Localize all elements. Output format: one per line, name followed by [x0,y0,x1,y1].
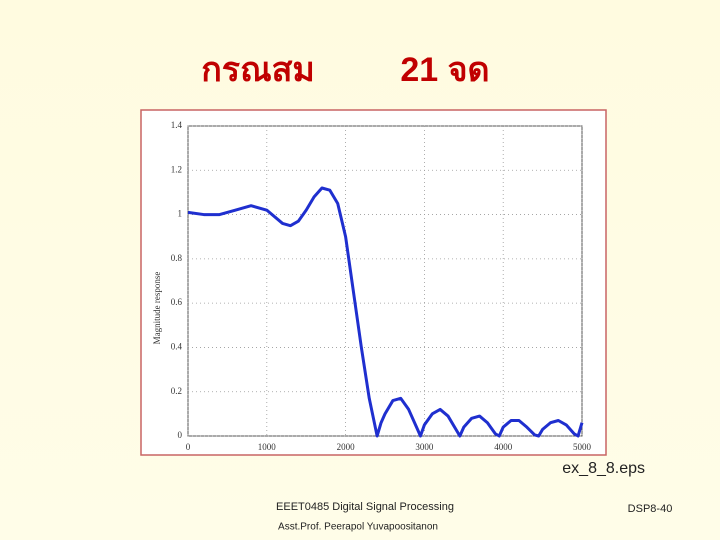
y-tick-label: 1.2 [171,164,182,174]
line [187,186,584,438]
y-tick-label: 1 [178,209,183,219]
x-tick-label: 5000 [573,442,592,452]
x-tick-label: 3000 [415,442,434,452]
title-right: 21 จด [400,51,489,89]
y-axis-label: Magnitude response [152,272,162,345]
y-tick-label: 0.2 [171,386,182,396]
chart-frame [140,109,607,456]
page-number: DSP8-40 [628,503,673,515]
x-tick-label: 0 [186,442,191,452]
x-tick-label: 2000 [337,442,356,452]
y-tick-label: 0.8 [171,253,183,263]
y-tick-label: 1.4 [171,120,183,130]
x-tick-label: 4000 [494,442,513,452]
course: EEET0485 Digital Signal Processing [276,501,454,513]
y-tick-label: 0 [178,430,183,440]
title-left: กรณสม [201,51,315,89]
y-tick-label: 0.6 [171,297,183,307]
x-tick-label: 1000 [258,442,277,452]
y-tick-label: 0.4 [171,341,183,351]
caption: ex_8_8.eps [562,460,645,477]
author: Asst.Prof. Peerapol Yuvapoositanon [278,522,438,533]
